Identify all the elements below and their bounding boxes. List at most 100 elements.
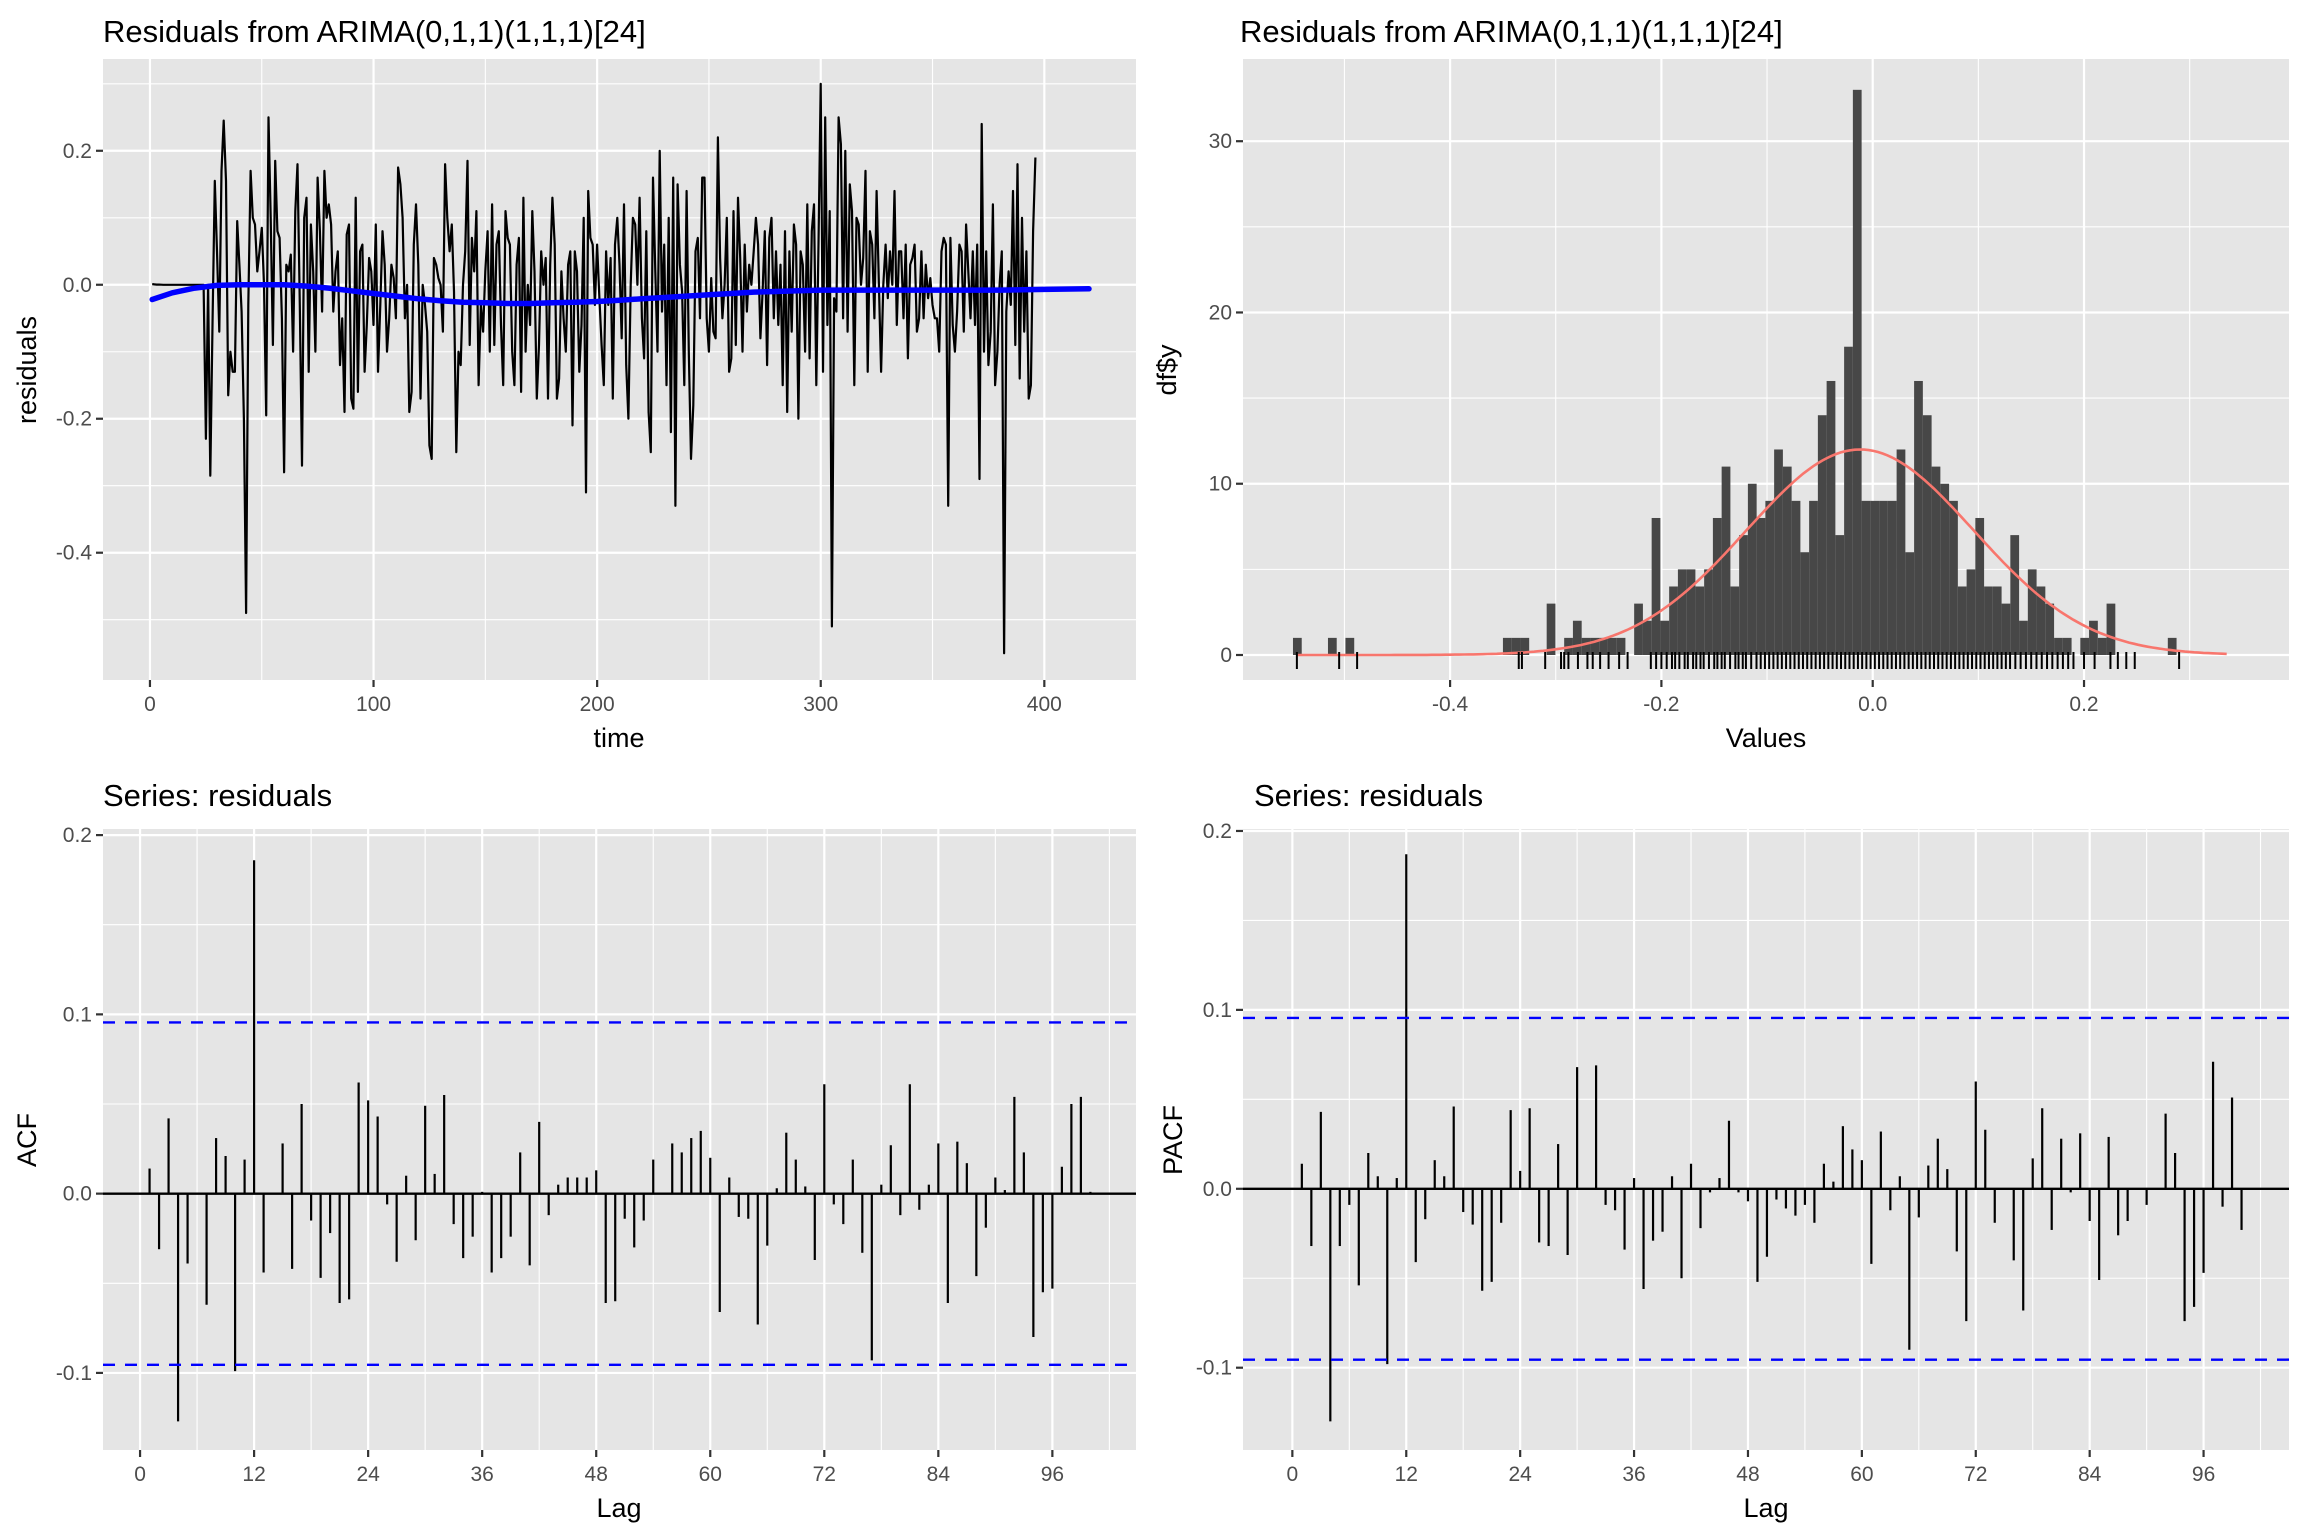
histogram-bar (1879, 500, 1888, 655)
acf-marks (103, 860, 1136, 1422)
histogram-bar (1599, 637, 1608, 655)
histogram-bar (1782, 466, 1792, 655)
histogram-bar (1957, 586, 1967, 655)
histogram-bar (1739, 535, 1748, 655)
histogram-bar (1800, 552, 1810, 655)
pacf-title: Series: residuals (1254, 778, 1483, 813)
acf-x-axis-title: Lag (596, 1493, 641, 1523)
x-tick-label: 48 (585, 1463, 608, 1486)
histogram-bar (1677, 569, 1687, 655)
histogram-bar (1327, 637, 1337, 655)
x-tick-label: 72 (813, 1463, 836, 1486)
histogram-bar (1922, 415, 1932, 655)
histogram-bar (1520, 637, 1530, 655)
histogram-bar (1634, 603, 1643, 655)
histogram-bar (2106, 603, 2116, 655)
histogram-bar (1607, 637, 1617, 655)
residual-histogram-marks (1292, 89, 2227, 669)
x-tick-label: 48 (1736, 1463, 1759, 1486)
histogram-bar (2001, 603, 2011, 655)
y-tick-label: 0.0 (63, 1183, 92, 1206)
histogram-bar (1861, 500, 1871, 655)
acf-plot-area (103, 829, 1136, 1450)
histogram-bar (1826, 380, 1836, 655)
y-tick-label: 0.0 (63, 274, 92, 297)
x-tick-label: 12 (1395, 1463, 1418, 1486)
histogram-bar (1870, 500, 1880, 655)
x-tick-label: 0.2 (2069, 693, 2098, 716)
residual-histogram-title: Residuals from ARIMA(0,1,1)(1,1,1)[24] (1240, 14, 1783, 49)
histogram-bar (1852, 89, 1862, 655)
residual-histogram-x-axis-title: Values (1726, 723, 1807, 753)
residual-histogram-y-axis-title: df$y (1152, 344, 1182, 396)
panel-acf: Series: residuals 0.2 0.1 0.0 -0.1 0 12 24 36 48… (12, 778, 1136, 1523)
histogram-bar (1949, 500, 1958, 655)
histogram-bar (2027, 569, 2037, 655)
panel-pacf: Series: residuals 0.2 0.1 0.0 -0.1 0 12 24 36 48… (1158, 778, 2289, 1523)
x-tick-label: 300 (803, 693, 838, 716)
residual-series-axes: 0.2 0.0 -0.2 -0.4 0 100 200 300 400 (56, 140, 1062, 716)
histogram-bar (2036, 586, 2046, 655)
histogram-bar (2010, 535, 2020, 655)
histogram-bar (1695, 586, 1705, 655)
histogram-bar (2054, 637, 2063, 655)
residual-series-y-axis-title: residuals (12, 316, 42, 424)
loess-smooth-line (149, 282, 1092, 307)
histogram-bar (2080, 637, 2090, 655)
histogram-bar (1669, 586, 1678, 655)
y-tick-label: 0.2 (1203, 820, 1232, 843)
panel-residual-histogram: Residuals from ARIMA(0,1,1)(1,1,1)[24] 0… (1152, 14, 2289, 753)
histogram-bar (1730, 586, 1740, 655)
y-tick-label: 30 (1209, 130, 1232, 153)
residual-series-marks (149, 82, 1092, 655)
residual-histogram-gridlines (1243, 59, 2289, 680)
histogram-bar (1712, 517, 1722, 655)
pacf-x-axis-title: Lag (1743, 1493, 1788, 1523)
x-tick-label: 24 (1508, 1463, 1532, 1486)
histogram-bar (1905, 552, 1915, 655)
y-tick-label: 0.2 (63, 824, 92, 847)
x-tick-label: 200 (580, 693, 615, 716)
x-tick-label: 36 (1622, 1463, 1645, 1486)
histogram-bar (1765, 500, 1775, 655)
histogram-bar (1844, 346, 1853, 655)
histogram-bar (1747, 483, 1757, 655)
histogram-bar (1940, 483, 1950, 655)
acf-y-axis-title: ACF (12, 1113, 42, 1167)
histogram-bar (2062, 637, 2072, 655)
x-tick-label: 36 (470, 1463, 493, 1486)
y-tick-label: -0.2 (56, 408, 92, 431)
histogram-bar (1721, 466, 1731, 655)
histogram-bar (2045, 603, 2055, 655)
x-tick-label: 0 (134, 1463, 146, 1486)
histogram-bar (2019, 620, 2028, 655)
histogram-bar (1984, 586, 1993, 655)
histogram-bar (1791, 500, 1801, 655)
acf-axes: 0.2 0.1 0.0 -0.1 0 12 24 36 48 60 72 84 96 (56, 824, 1064, 1486)
y-tick-label: -0.1 (56, 1362, 92, 1385)
histogram-bar (1896, 449, 1906, 655)
y-tick-label: 0.1 (63, 1003, 92, 1026)
x-tick-label: 12 (242, 1463, 265, 1486)
x-tick-label: 96 (1041, 1463, 1064, 1486)
histogram-bar (1966, 569, 1976, 655)
histogram-bar (1572, 620, 1582, 655)
panel-residual-series: Residuals from ARIMA(0,1,1)(1,1,1)[24] 0… (12, 14, 1136, 753)
histogram-bar (2097, 637, 2107, 655)
histogram-bar (1502, 637, 1512, 655)
histogram-bar (1756, 517, 1766, 655)
histogram-bar (1642, 620, 1652, 655)
residual-series-title: Residuals from ARIMA(0,1,1)(1,1,1)[24] (103, 14, 646, 49)
histogram-bar (1581, 637, 1591, 655)
x-tick-label: 24 (356, 1463, 380, 1486)
residual-series-x-axis-title: time (593, 723, 644, 753)
histogram-bar (1511, 637, 1521, 655)
histogram-bar (1590, 637, 1600, 655)
histogram-bar (1616, 637, 1626, 655)
x-tick-label: 72 (1964, 1463, 1987, 1486)
histogram-bar (1704, 569, 1713, 655)
x-tick-label: 0 (144, 693, 156, 716)
histogram-bar (1835, 535, 1845, 655)
histogram-bar (1809, 500, 1818, 655)
